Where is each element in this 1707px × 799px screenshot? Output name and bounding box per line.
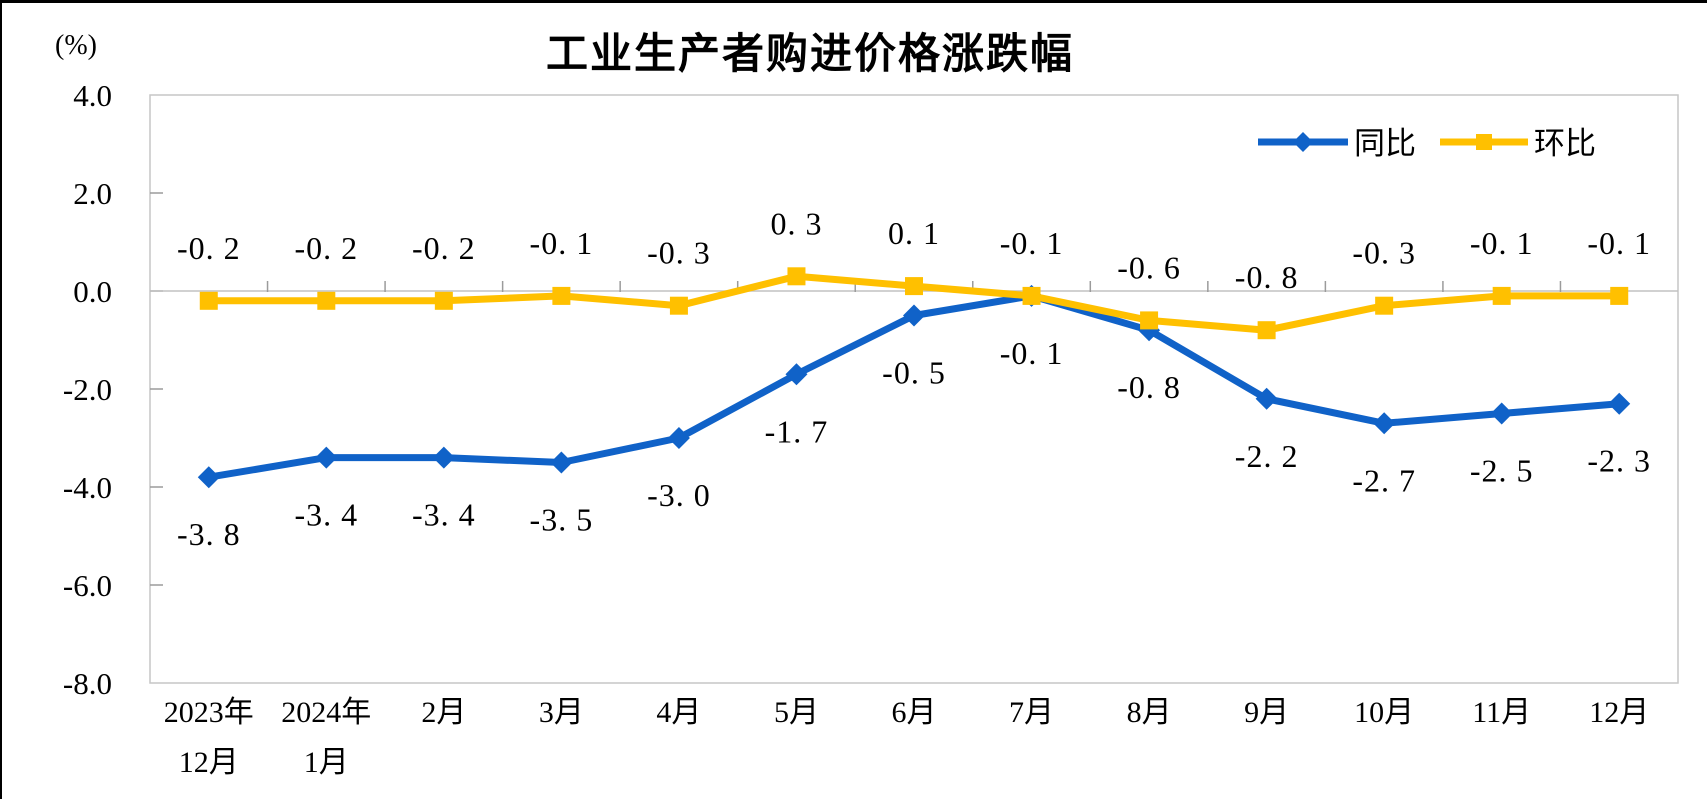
data-label-环比: 0. 1 — [888, 215, 940, 251]
data-label-环比: -0. 2 — [294, 230, 358, 266]
series-marker-同比 — [550, 451, 573, 474]
data-label-同比: -3. 8 — [177, 516, 241, 552]
series-marker-环比 — [552, 286, 571, 305]
series-marker-环比 — [1257, 321, 1276, 340]
data-label-同比: -0. 8 — [1117, 369, 1181, 405]
x-axis-category-label: 7月 — [1009, 696, 1054, 729]
x-axis-category-label: 12月 — [179, 746, 239, 779]
series-marker-环比 — [1140, 311, 1159, 330]
series-marker-环比 — [1022, 286, 1041, 305]
x-axis-category-label: 5月 — [774, 696, 819, 729]
data-label-环比: -0. 8 — [1235, 259, 1299, 295]
window-border-top — [0, 0, 1707, 3]
legend-marker-环比 — [1476, 134, 1492, 150]
x-axis-category-label: 12月 — [1589, 696, 1649, 729]
x-axis-category-label: 4月 — [656, 696, 701, 729]
legend-label-同比: 同比 — [1354, 126, 1416, 161]
data-label-同比: -3. 4 — [294, 497, 358, 533]
x-axis-category-label: 2024年 — [281, 696, 371, 729]
y-axis-tick-label: -6.0 — [63, 568, 112, 603]
data-label-环比: -0. 2 — [412, 230, 476, 266]
series-marker-环比 — [434, 291, 453, 310]
data-label-同比: -3. 0 — [647, 477, 711, 513]
x-axis-category-label: 3月 — [539, 696, 584, 729]
series-marker-同比 — [1255, 387, 1278, 410]
y-axis-unit-label: (%) — [55, 30, 97, 61]
data-label-环比: -0. 1 — [530, 225, 594, 261]
series-marker-同比 — [197, 466, 220, 489]
chart-title: 工业生产者购进价格涨跌幅 — [545, 30, 1074, 77]
data-label-环比: -0. 1 — [1000, 225, 1064, 261]
data-label-同比: -3. 5 — [530, 502, 594, 538]
data-label-同比: -0. 1 — [1000, 335, 1064, 371]
data-label-环比: 0. 3 — [770, 205, 822, 241]
y-axis-tick-label: 0.0 — [73, 274, 112, 309]
data-label-环比: -0. 3 — [647, 235, 711, 271]
data-label-同比: -2. 3 — [1587, 443, 1651, 479]
data-label-环比: -0. 3 — [1352, 235, 1416, 271]
series-marker-同比 — [785, 363, 808, 386]
series-marker-环比 — [669, 296, 688, 315]
series-marker-环比 — [1610, 286, 1629, 305]
series-marker-同比 — [315, 446, 338, 469]
series-marker-同比 — [903, 304, 925, 327]
y-axis-tick-label: 4.0 — [73, 78, 112, 113]
x-axis-category-label: 1月 — [304, 746, 349, 779]
data-label-同比: -0. 5 — [882, 355, 946, 391]
x-axis-category-label: 10月 — [1354, 696, 1414, 729]
x-axis-category-label: 8月 — [1127, 696, 1172, 729]
data-label-同比: -2. 7 — [1352, 462, 1416, 498]
series-marker-同比 — [667, 427, 690, 449]
data-label-同比: -2. 5 — [1470, 453, 1534, 489]
series-marker-环比 — [787, 267, 806, 286]
series-marker-环比 — [199, 291, 218, 310]
legend-label-环比: 环比 — [1534, 126, 1596, 161]
x-axis-category-label: 2月 — [421, 696, 466, 729]
y-axis-tick-label: 2.0 — [73, 176, 112, 211]
x-axis-category-label: 6月 — [892, 696, 937, 729]
legend-marker-同比 — [1293, 132, 1313, 152]
y-axis-tick-label: -4.0 — [63, 470, 112, 505]
series-marker-同比 — [1608, 392, 1631, 415]
series-marker-环比 — [317, 291, 336, 310]
data-label-环比: -0. 6 — [1117, 249, 1181, 285]
series-marker-环比 — [1492, 286, 1511, 305]
data-label-环比: -0. 2 — [177, 230, 241, 266]
y-axis-tick-label: -2.0 — [63, 372, 112, 407]
x-axis-category-label: 11月 — [1472, 696, 1531, 729]
window-border-left — [0, 0, 2, 799]
data-label-环比: -0. 1 — [1470, 225, 1534, 261]
series-marker-环比 — [905, 277, 923, 296]
series-marker-同比 — [432, 446, 455, 469]
series-marker-同比 — [1490, 402, 1513, 425]
data-label-同比: -1. 7 — [765, 413, 829, 449]
y-axis-tick-label: -8.0 — [63, 666, 112, 701]
x-axis-category-label: 9月 — [1244, 696, 1289, 729]
series-marker-环比 — [1375, 296, 1394, 315]
x-axis-category-label: 2023年 — [164, 696, 254, 729]
data-label-环比: -0. 1 — [1587, 225, 1651, 261]
data-label-同比: -3. 4 — [412, 497, 476, 533]
data-label-同比: -2. 2 — [1235, 438, 1299, 474]
series-marker-同比 — [1373, 412, 1396, 435]
